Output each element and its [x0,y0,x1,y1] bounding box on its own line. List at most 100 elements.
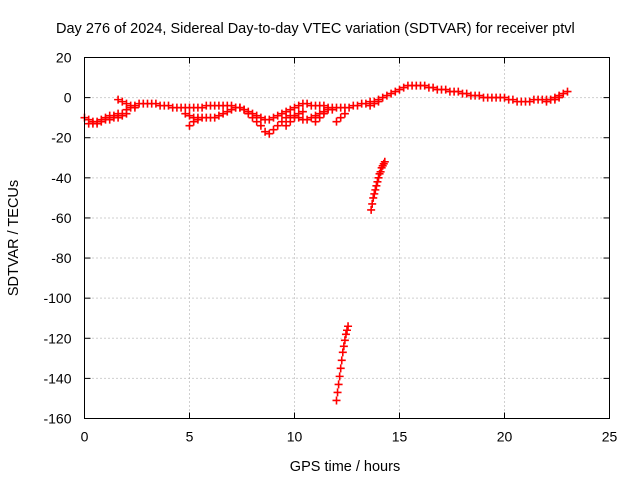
data-point [219,109,228,118]
data-point [269,113,278,122]
data-point [391,87,400,96]
data-point [343,326,351,335]
data-point [290,113,299,122]
data-point [269,125,278,134]
data-point [307,113,316,122]
data-point [294,101,303,110]
data-point [341,330,350,339]
data-point [376,167,385,176]
y-tick-label: 0 [64,90,72,106]
data-point [338,348,347,357]
data-point [555,93,564,102]
data-point [315,113,324,122]
series-short-segments [114,93,564,130]
x-tick-label: 15 [392,429,408,445]
data-point [277,117,286,126]
data-point [500,93,509,102]
data-point [420,81,429,90]
data-point [256,121,265,130]
data-point [118,111,127,120]
y-tick-label: -100 [43,290,71,306]
data-point [387,89,396,98]
data-point [126,101,135,110]
y-tick-label: 20 [56,50,72,66]
data-point [214,111,223,120]
data-point [335,372,344,381]
data-point [559,89,568,98]
data-point [369,193,378,202]
x-tick-label: 20 [497,429,513,445]
x-tick-label: 5 [186,429,194,445]
data-point [382,91,391,100]
data-point [298,107,307,116]
series-main-band [80,81,572,126]
data-point [367,205,376,214]
data-point [265,115,274,124]
data-points [80,81,572,405]
data-point [114,113,123,122]
data-point [282,121,291,130]
data-point [277,109,286,118]
y-tick-label: -80 [51,250,71,266]
data-point [261,127,270,136]
data-point [256,113,265,122]
data-point [273,121,282,130]
data-point [303,115,312,124]
chart-title: Day 276 of 2024, Sidereal Day-to-day VTE… [56,21,575,37]
data-point [339,342,348,351]
data-point [441,85,450,94]
series-outlier-arc-2 [332,322,353,405]
data-point [244,109,253,118]
data-point [563,87,572,96]
data-point [370,99,379,108]
data-point [395,85,404,94]
data-point [336,113,345,122]
data-point [368,199,377,208]
data-point [151,99,160,108]
axis-ticks: 0 5 10 15 20 25 20 0 -20 -40 -60 -80 -100 -120 -140 -16… [43,50,617,445]
data-point [337,356,346,365]
data-point [227,105,236,114]
data-point [319,109,328,118]
data-point [508,95,517,104]
data-point [105,115,114,124]
grid [84,57,610,419]
data-point [525,97,534,106]
y-tick-label: -60 [51,210,71,226]
data-point [345,103,354,112]
data-point [185,121,194,130]
data-point [164,101,173,110]
data-point [374,97,383,106]
data-point [265,129,274,138]
data-point [378,93,387,102]
data-point [334,380,343,389]
data-point [181,109,190,118]
data-point [290,103,299,112]
data-point [114,95,123,104]
data-point [252,117,261,126]
y-tick-label: -140 [43,370,71,386]
data-point [185,111,194,120]
data-point [370,189,379,198]
series-outlier-arc-1 [367,157,389,214]
y-tick-label: -160 [43,411,71,427]
data-point [373,177,382,186]
plot-frame [84,57,610,419]
data-point [332,396,341,405]
data-point [399,83,408,92]
data-point [97,117,106,126]
data-point [542,97,551,106]
data-point [198,103,207,112]
y-tick-label: -40 [51,170,71,186]
data-point [273,111,282,120]
data-point [130,103,139,112]
data-point [294,109,303,118]
data-point [248,113,257,122]
data-point [380,157,389,166]
y-axis-label: SDTVAR / TECUs [6,180,22,296]
data-point [429,83,438,92]
data-point [240,105,249,114]
data-point [550,95,559,104]
data-point [366,101,375,110]
